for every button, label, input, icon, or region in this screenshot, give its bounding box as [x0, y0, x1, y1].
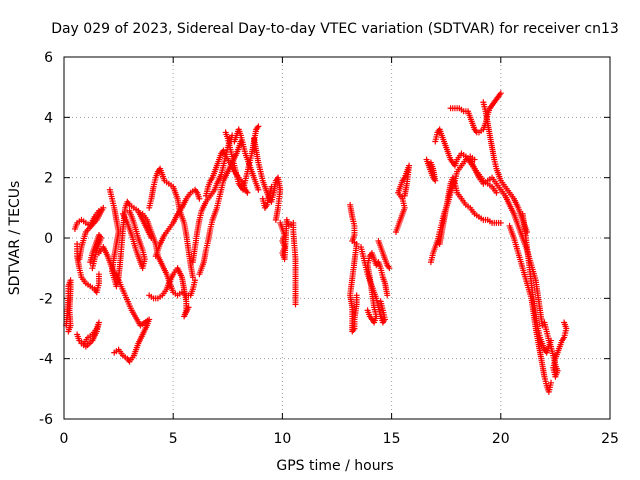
data-point	[497, 219, 504, 226]
x-tick-label: 20	[492, 431, 510, 447]
data-point	[386, 265, 393, 272]
y-tick-label: -4	[39, 352, 53, 368]
x-tick-label: 0	[60, 431, 69, 447]
series-arc-10h	[277, 216, 299, 308]
grid-lines	[64, 57, 610, 419]
data-point	[95, 250, 102, 257]
series-arc-early-c	[71, 204, 107, 263]
y-tick-label: 2	[44, 171, 53, 187]
data-point	[196, 195, 203, 202]
series-arc-4h-b	[146, 165, 196, 281]
data-point	[377, 298, 384, 305]
data-point	[185, 304, 192, 311]
data-point	[384, 292, 391, 299]
data-point	[401, 192, 408, 199]
x-tick-label: 15	[383, 431, 401, 447]
data-point	[539, 322, 546, 329]
series-arc-5h	[152, 186, 203, 260]
y-axis-title: SDTVAR / TECUs	[7, 181, 23, 296]
data-point	[292, 301, 299, 308]
series-arc-15h	[392, 162, 413, 235]
x-tick-label: 5	[169, 431, 178, 447]
data-point	[255, 186, 262, 193]
series-arc-14h-c	[375, 238, 393, 272]
series-arc-21h	[506, 222, 555, 395]
series-arc-2h-low	[95, 244, 153, 365]
x-tick-label: 10	[273, 431, 291, 447]
y-tick-labels: -6 -4 -2 0 2 4 6	[39, 50, 53, 428]
x-tick-label: 25	[601, 431, 619, 447]
data-point	[548, 379, 555, 386]
data-point	[189, 274, 196, 281]
data-point	[119, 210, 126, 217]
y-tick-label: 0	[44, 231, 53, 247]
y-tick-label: 4	[44, 110, 53, 126]
data-point	[65, 328, 72, 335]
series-arc-3h	[119, 207, 148, 272]
data-point	[244, 189, 251, 196]
series-arc-early-d	[87, 231, 105, 272]
plot-frame	[63, 56, 611, 420]
series-arc-8h-b	[231, 126, 262, 193]
data-point	[427, 159, 434, 166]
series-arc-19h-top	[447, 90, 504, 136]
data-point	[76, 256, 83, 263]
y-tick-label: -2	[39, 291, 53, 307]
series-arc-9h-b	[259, 183, 275, 211]
series-arc-early-low	[63, 277, 74, 335]
series-arc-early-b	[74, 241, 102, 296]
y-tick-label: -6	[39, 412, 53, 428]
series-arc-19h-b	[480, 99, 531, 235]
series-arc-14h-b	[364, 250, 391, 326]
data-points	[63, 90, 570, 395]
data-point	[561, 319, 568, 326]
data-point	[95, 271, 102, 278]
series-arc-13h	[347, 201, 360, 335]
x-axis-title: GPS time / hours	[276, 458, 393, 474]
data-point	[255, 123, 262, 130]
series-arc-5h-low	[146, 265, 192, 320]
data-point	[353, 292, 360, 299]
data-point	[192, 277, 199, 284]
chart-title: Day 029 of 2023, Sidereal Day-to-day VTE…	[51, 21, 619, 37]
data-point	[78, 340, 85, 347]
series-arc-early-a	[74, 319, 102, 350]
data-point	[497, 90, 504, 97]
data-point	[268, 183, 275, 190]
data-point	[272, 216, 279, 223]
data-point	[89, 265, 96, 272]
series-arc-2h	[106, 186, 155, 290]
x-tick-labels: 0 5 10 15 20 25	[60, 431, 619, 447]
series-arc-17h-c	[432, 126, 500, 196]
series-arc-17h-a	[423, 156, 439, 184]
data-point	[493, 189, 500, 196]
y-tick-label: 6	[44, 50, 53, 66]
series-arc-18h	[436, 174, 504, 248]
series-arc-22h	[541, 319, 570, 380]
